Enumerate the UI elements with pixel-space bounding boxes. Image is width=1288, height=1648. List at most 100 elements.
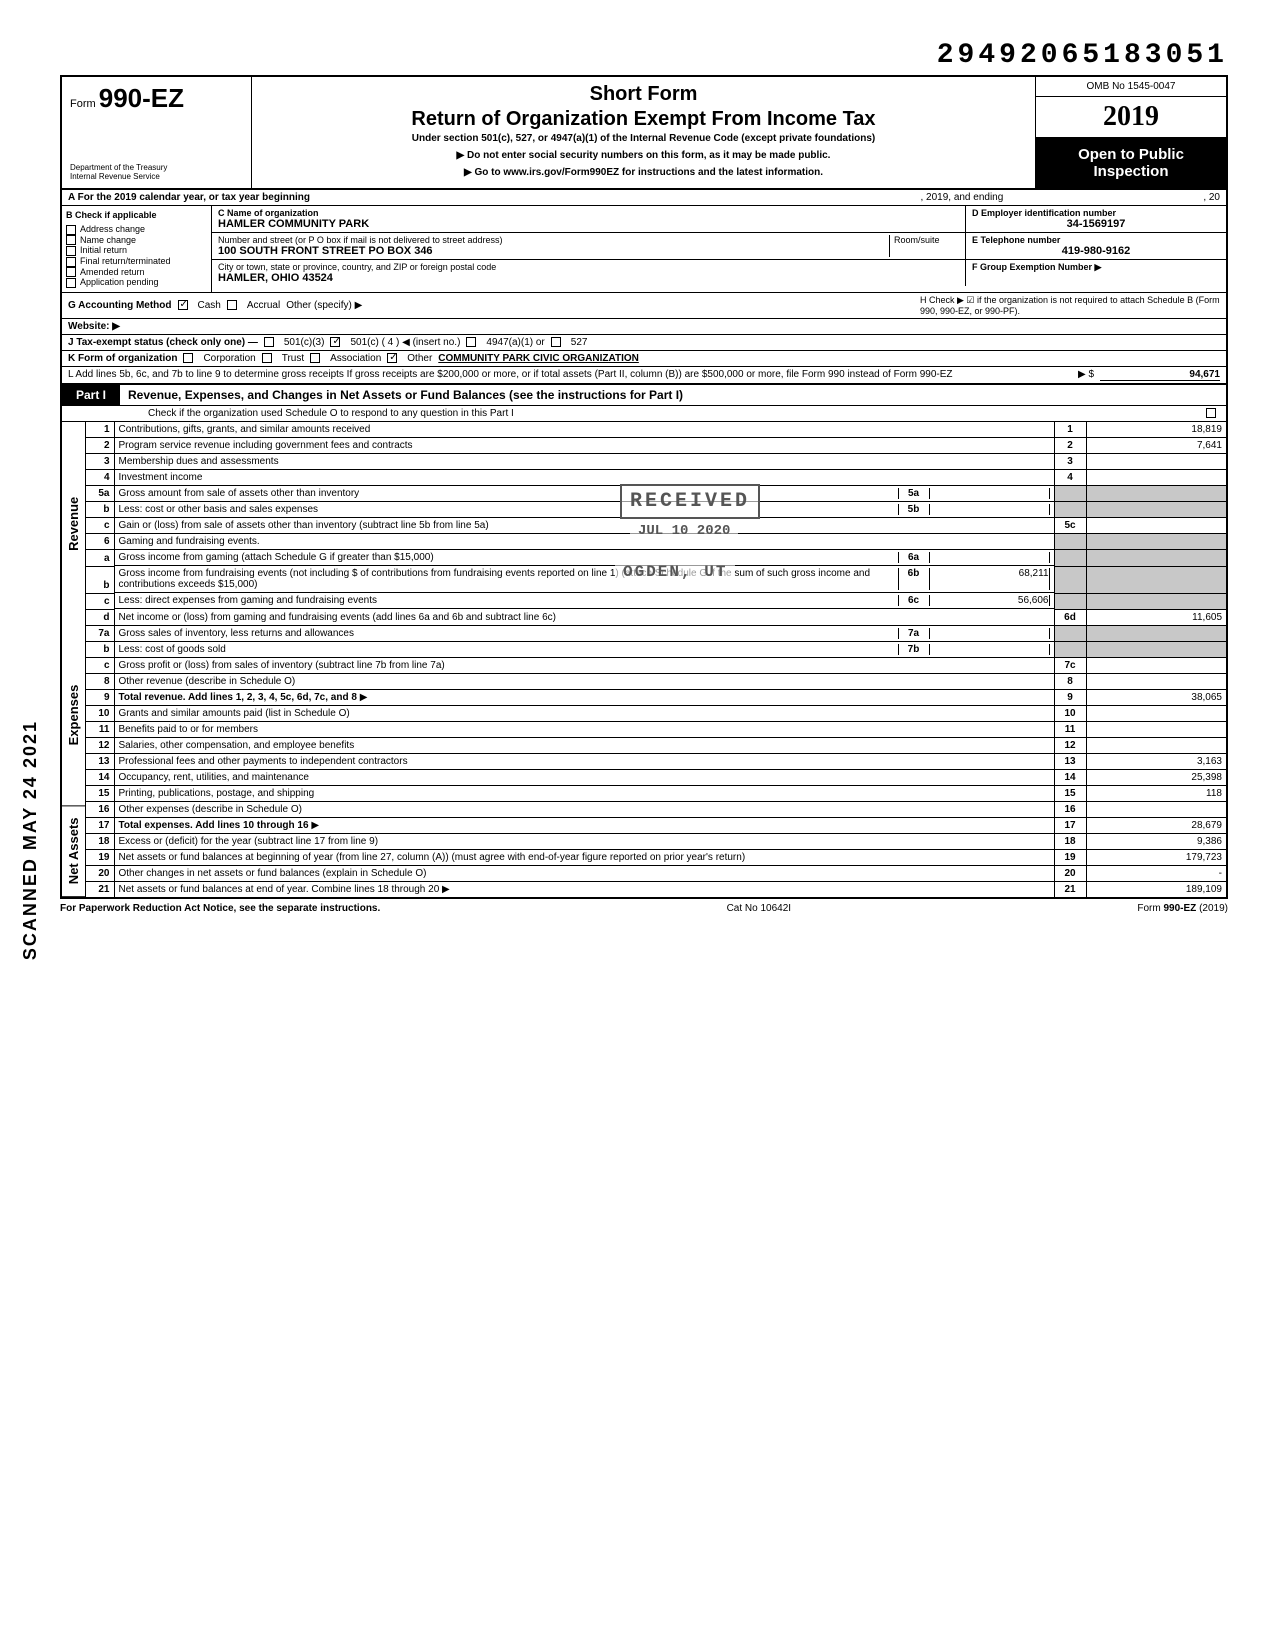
- line-1: 1Contributions, gifts, grants, and simil…: [86, 422, 1226, 438]
- section-h-text: H Check ▶ ☑ if the organization is not r…: [920, 295, 1220, 316]
- line-13: 13Professional fees and other payments t…: [86, 754, 1226, 770]
- line-20: 20Other changes in net assets or fund ba…: [86, 866, 1226, 882]
- line-7c: cGross profit or (loss) from sales of in…: [86, 658, 1226, 674]
- line-4: 4Investment income4: [86, 469, 1226, 485]
- section-c-label: C Name of organization: [218, 208, 959, 218]
- line-l-text: L Add lines 5b, 6c, and 7b to line 9 to …: [68, 369, 1072, 380]
- line-17: 17Total expenses. Add lines 10 through 1…: [86, 818, 1226, 834]
- section-d-label: D Employer identification number: [972, 208, 1220, 218]
- addr-label: Number and street (or P O box if mail is…: [218, 235, 889, 245]
- footer-right: Form 990-EZ (2019): [1137, 903, 1228, 914]
- rail-revenue: Revenue: [62, 422, 85, 625]
- line-3: 3Membership dues and assessments3: [86, 453, 1226, 469]
- line-2: 2Program service revenue including gover…: [86, 437, 1226, 453]
- line-l: L Add lines 5b, 6c, and 7b to line 9 to …: [60, 367, 1228, 385]
- identity-block: B Check if applicable Address change Nam…: [60, 206, 1228, 293]
- chk-amended[interactable]: Amended return: [66, 267, 207, 278]
- ogden-stamp: OGDEN, UT: [615, 559, 735, 585]
- chk-initial-return[interactable]: Initial return: [66, 245, 207, 256]
- scanned-stamp: SCANNED MAY 24 2021: [20, 720, 41, 960]
- chk-schedule-o[interactable]: [1206, 408, 1216, 418]
- open-public-1: Open to Public: [1040, 146, 1222, 163]
- section-k-label: K Form of organization: [68, 353, 177, 364]
- line-18: 18Excess or (deficit) for the year (subt…: [86, 834, 1226, 850]
- line-7a: 7aGross sales of inventory, less returns…: [86, 625, 1226, 642]
- form-number: 990-EZ: [99, 83, 184, 113]
- line-21: 21Net assets or fund balances at end of …: [86, 882, 1226, 898]
- chk-name-change[interactable]: Name change: [66, 235, 207, 246]
- chk-501c3[interactable]: [264, 337, 274, 347]
- form-header: Form 990-EZ Department of the Treasury I…: [60, 75, 1228, 190]
- line-12: 12Salaries, other compensation, and empl…: [86, 738, 1226, 754]
- line-19: 19Net assets or fund balances at beginni…: [86, 850, 1226, 866]
- website-label: Website: ▶: [68, 321, 120, 332]
- department-label: Department of the Treasury Internal Reve…: [70, 163, 243, 182]
- tax-status-row: J Tax-exempt status (check only one) — 5…: [60, 335, 1228, 351]
- accounting-row: G Accounting Method Cash Accrual Other (…: [60, 293, 1228, 319]
- line-a: A For the 2019 calendar year, or tax yea…: [60, 190, 1228, 206]
- line-6d: dNet income or (loss) from gaming and fu…: [86, 609, 1226, 625]
- line-l-arrow: ▶ $: [1078, 369, 1094, 380]
- form-of-org-row: K Form of organization Corporation Trust…: [60, 351, 1228, 367]
- section-j-label: J Tax-exempt status (check only one) —: [68, 337, 258, 348]
- line-7b: bLess: cost of goods sold7b: [86, 642, 1226, 658]
- line-16: 16Other expenses (describe in Schedule O…: [86, 802, 1226, 818]
- city-label: City or town, state or province, country…: [218, 262, 959, 272]
- rail-expenses: Expenses: [62, 625, 85, 806]
- line-a-end: , 20: [1203, 192, 1220, 203]
- rail-net-assets: Net Assets: [62, 806, 85, 897]
- city-value: HAMLER, OHIO 43524: [218, 272, 959, 284]
- tax-year: 2019: [1103, 101, 1159, 132]
- chk-trust[interactable]: [262, 353, 272, 363]
- received-date: JUL 10 2020: [630, 519, 738, 543]
- chk-corp[interactable]: [183, 353, 193, 363]
- section-b-label: B Check if applicable: [66, 210, 207, 220]
- other-org-value: COMMUNITY PARK CIVIC ORGANIZATION: [438, 353, 639, 364]
- line-14: 14Occupancy, rent, utilities, and mainte…: [86, 770, 1226, 786]
- subtitle: Under section 501(c), 527, or 4947(a)(1)…: [260, 133, 1027, 144]
- chk-501c[interactable]: [330, 337, 340, 347]
- line-8: 8Other revenue (describe in Schedule O)8: [86, 674, 1226, 690]
- section-g-label: G Accounting Method: [68, 300, 172, 311]
- section-e-label: E Telephone number: [972, 235, 1220, 245]
- return-title: Return of Organization Exempt From Incom…: [260, 108, 1027, 131]
- chk-assoc[interactable]: [310, 353, 320, 363]
- line-10: 10Grants and similar amounts paid (list …: [86, 706, 1226, 722]
- part-1-title: Revenue, Expenses, and Changes in Net As…: [120, 388, 683, 402]
- chk-accrual[interactable]: [227, 300, 237, 310]
- line-9: 9Total revenue. Add lines 1, 2, 3, 4, 5c…: [86, 690, 1226, 706]
- footer-left: For Paperwork Reduction Act Notice, see …: [60, 903, 380, 914]
- chk-4947[interactable]: [466, 337, 476, 347]
- chk-final-return[interactable]: Final return/terminated: [66, 256, 207, 267]
- footer-mid: Cat No 10642I: [727, 903, 792, 914]
- website-row: Website: ▶: [60, 319, 1228, 335]
- section-f-label: F Group Exemption Number ▶: [972, 262, 1220, 273]
- line-15: 15Printing, publications, postage, and s…: [86, 786, 1226, 802]
- room-label: Room/suite: [894, 235, 959, 245]
- ein-value: 34-1569197: [972, 218, 1220, 230]
- chk-address-change[interactable]: Address change: [66, 224, 207, 235]
- chk-application-pending[interactable]: Application pending: [66, 277, 207, 288]
- part-1-label: Part I: [62, 385, 120, 405]
- street-address: 100 SOUTH FRONT STREET PO BOX 346: [218, 245, 889, 257]
- chk-cash[interactable]: [178, 300, 188, 310]
- received-stamp: RECEIVED: [620, 484, 760, 519]
- instruction-2: ▶ Go to www.irs.gov/Form990EZ for instru…: [260, 167, 1027, 178]
- open-public-2: Inspection: [1040, 163, 1222, 180]
- part-1-header: Part I Revenue, Expenses, and Changes in…: [60, 385, 1228, 406]
- line-11: 11Benefits paid to or for members11: [86, 722, 1226, 738]
- line-a-mid: , 2019, and ending: [920, 192, 1003, 203]
- org-name: HAMLER COMMUNITY PARK: [218, 218, 959, 230]
- line-a-label: A For the 2019 calendar year, or tax yea…: [68, 192, 310, 203]
- part-1-sub: Check if the organization used Schedule …: [60, 406, 1228, 422]
- line-6c: cLess: direct expenses from gaming and f…: [86, 593, 1226, 609]
- omb-number: OMB No 1545-0047: [1036, 77, 1226, 97]
- document-id: 29492065183051: [60, 40, 1228, 71]
- chk-527[interactable]: [551, 337, 561, 347]
- phone-value: 419-980-9162: [972, 245, 1220, 257]
- page-footer: For Paperwork Reduction Act Notice, see …: [60, 899, 1228, 914]
- instruction-1: ▶ Do not enter social security numbers o…: [260, 150, 1027, 161]
- short-form-title: Short Form: [260, 83, 1027, 106]
- form-label: Form: [70, 98, 96, 110]
- chk-other-org[interactable]: [387, 353, 397, 363]
